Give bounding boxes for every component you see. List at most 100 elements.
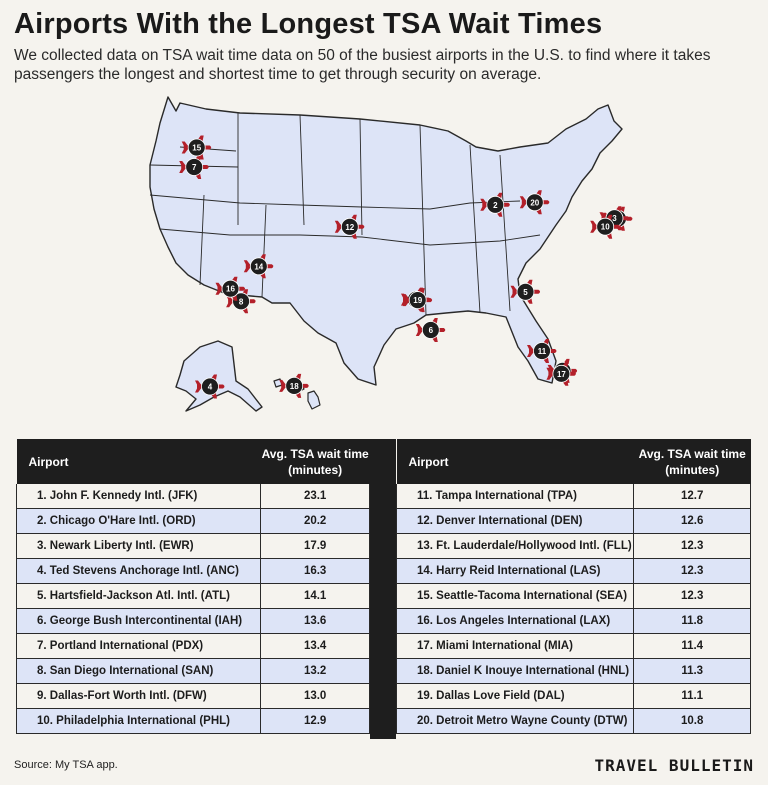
airport-markers: 1234567891011121314151617181920 <box>179 135 633 399</box>
wait-time-value: 17.9 <box>260 533 370 559</box>
marker-badge <box>525 193 544 212</box>
marker-rank-label: 7 <box>192 163 197 172</box>
col-header-wait: Avg. TSA wait time (minutes) <box>260 439 370 484</box>
marker-rank-label: 2 <box>493 201 498 210</box>
marker-badge <box>516 282 535 301</box>
marker-badge <box>201 377 219 396</box>
table-row: 7. Portland International (PDX) 13.4 <box>15 633 370 659</box>
marker-rank-label: 19 <box>413 296 422 305</box>
marker-badge <box>249 257 268 276</box>
table-row: 12. Denver International (DEN) 12.6 <box>395 508 751 534</box>
marker-badge <box>232 292 251 311</box>
map-land <box>149 96 623 412</box>
alaska-shape <box>175 340 263 412</box>
marker-badge <box>221 279 240 298</box>
airport-name: 5. Hartsfield-Jackson Atl. Intl. (ATL) <box>15 583 261 609</box>
airport-marker: 8 <box>226 289 256 314</box>
marker-rank-label: 17 <box>557 370 566 379</box>
airport-marker: 17 <box>546 361 576 386</box>
marker-rank-label: 4 <box>208 383 213 392</box>
wait-time-value: 13.2 <box>260 658 370 684</box>
marker-rank-label: 3 <box>612 214 617 223</box>
marker-rank-label: 14 <box>254 262 263 271</box>
table-row: 15. Seattle-Tacoma International (SEA) 12… <box>395 583 751 609</box>
source-note: Source: My TSA app. <box>14 759 118 771</box>
wait-time-value: 11.3 <box>633 658 751 684</box>
airport-name: 11. Tampa International (TPA) <box>395 484 634 509</box>
wait-time-value: 13.4 <box>260 633 370 659</box>
marker-badge <box>596 217 615 236</box>
marker-badge <box>285 376 304 395</box>
wait-time-value: 12.9 <box>260 708 370 734</box>
wait-times-table-right: Airport Avg. TSA wait time (minutes) 11.… <box>395 439 751 734</box>
marker-badge <box>185 158 204 176</box>
airport-name: 18. Daniel K Inouye International (HNL) <box>395 658 634 684</box>
airport-marker: 5 <box>510 279 540 304</box>
table-row: 17. Miami International (MIA) 11.4 <box>395 633 751 659</box>
wait-time-value: 12.6 <box>633 508 751 534</box>
airport-name: 4. Ted Stevens Anchorage Intl. (ANC) <box>15 558 261 584</box>
wait-time-value: 12.3 <box>633 583 751 609</box>
marker-badge <box>421 321 440 339</box>
marker-rank-label: 12 <box>345 223 354 232</box>
airport-name: 15. Seattle-Tacoma International (SEA) <box>395 583 634 609</box>
marker-rank-label: 20 <box>530 198 539 207</box>
table-row: 4. Ted Stevens Anchorage Intl. (ANC) 16.3 <box>15 558 370 584</box>
airport-marker: 20 <box>519 190 550 215</box>
marker-rank-label: 10 <box>601 223 610 232</box>
airport-marker: 15 <box>181 135 212 160</box>
marker-rank-label: 16 <box>226 285 235 294</box>
airport-name: 7. Portland International (PDX) <box>15 633 261 659</box>
airport-name: 3. Newark Liberty Intl. (EWR) <box>15 533 261 559</box>
wait-time-value: 12.3 <box>633 558 751 584</box>
airport-marker: 19 <box>402 288 433 313</box>
table-row: 8. San Diego International (SAN) 13.2 <box>15 658 370 684</box>
wait-time-value: 12.3 <box>633 533 751 559</box>
wait-time-value: 23.1 <box>260 484 370 509</box>
page-title: Airports With the Longest TSA Wait Times <box>14 8 603 40</box>
table-row: 13. Ft. Lauderdale/Hollywood Intl. (FLL)… <box>395 533 751 559</box>
airport-name: 13. Ft. Lauderdale/Hollywood Intl. (FLL) <box>395 533 634 559</box>
wait-time-value: 20.2 <box>260 508 370 534</box>
table-row: 19. Dallas Love Field (DAL) 11.1 <box>395 683 751 709</box>
wait-time-value: 11.4 <box>633 633 751 659</box>
airport-marker: 16 <box>215 276 245 301</box>
wait-time-value: 13.6 <box>260 608 370 634</box>
table-row: 1. John F. Kennedy Intl. (JFK) 23.1 <box>15 484 370 509</box>
col-header-wait: Avg. TSA wait time (minutes) <box>633 439 751 484</box>
wait-time-value: 12.7 <box>633 484 751 509</box>
marker-rank-label: 8 <box>239 297 244 306</box>
table-divider <box>370 439 396 739</box>
airport-marker: 2 <box>480 192 510 217</box>
airport-marker: 4 <box>195 374 225 399</box>
col-header-airport: Airport <box>16 439 261 484</box>
table-row: 16. Los Angeles International (LAX) 11.8 <box>395 608 751 634</box>
airport-marker: 10 <box>590 214 620 239</box>
table-row: 18. Daniel K Inouye International (HNL) 1… <box>395 658 751 684</box>
airport-name: 16. Los Angeles International (LAX) <box>395 608 634 634</box>
marker-badge <box>486 195 505 214</box>
marker-badge <box>340 217 359 236</box>
wait-time-value: 16.3 <box>260 558 370 584</box>
airport-name: 20. Detroit Metro Wayne County (DTW) <box>395 708 634 734</box>
marker-rank-label: 6 <box>429 326 434 335</box>
table-row: 11. Tampa International (TPA) 12.7 <box>395 484 751 509</box>
marker-badge <box>187 138 206 157</box>
wait-time-value: 14.1 <box>260 583 370 609</box>
airport-name: 17. Miami International (MIA) <box>395 633 634 659</box>
wait-time-value: 13.0 <box>260 683 370 709</box>
airport-name: 14. Harry Reid International (LAS) <box>395 558 634 584</box>
wait-times-tables: Airport Avg. TSA wait time (minutes) 1. … <box>15 439 751 739</box>
marker-rank-label: 5 <box>523 288 528 297</box>
wait-time-value: 11.8 <box>633 608 751 634</box>
col-header-airport: Airport <box>396 439 634 484</box>
us-map: 1234567891011121314151617181920 <box>149 96 633 412</box>
table-row: 2. Chicago O'Hare Intl. (ORD) 20.2 <box>15 508 370 534</box>
wait-time-value: 11.1 <box>633 683 751 709</box>
marker-rank-label: 18 <box>290 382 299 391</box>
table-row: 14. Harry Reid International (LAS) 12.3 <box>395 558 751 584</box>
airport-name: 12. Denver International (DEN) <box>395 508 634 534</box>
marker-rank-label: 15 <box>192 144 201 153</box>
table-row: 20. Detroit Metro Wayne County (DTW) 10.8 <box>395 708 751 734</box>
page-subtitle: We collected data on TSA wait time data … <box>14 47 711 83</box>
